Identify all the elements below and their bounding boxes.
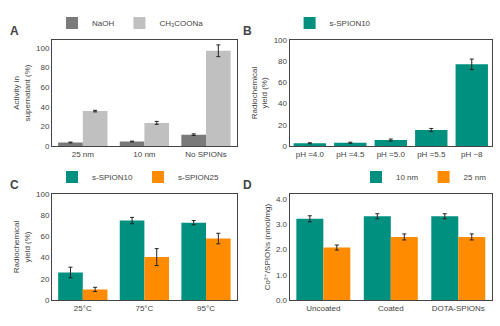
svg-text:Radiochemicalyield (%): Radiochemicalyield (%) — [12, 221, 31, 274]
svg-text:80: 80 — [40, 63, 49, 72]
svg-text:60: 60 — [40, 83, 49, 92]
svg-text:10 nm: 10 nm — [396, 173, 419, 182]
svg-text:pH =5.0: pH =5.0 — [377, 150, 406, 159]
svg-text:60: 60 — [40, 232, 49, 241]
svg-text:C: C — [10, 178, 19, 192]
svg-text:Co²⁺/SPIONs (nmol/mg): Co²⁺/SPIONs (nmol/mg) — [263, 203, 272, 290]
svg-text:10 nm: 10 nm — [133, 150, 156, 159]
svg-text:75°C: 75°C — [135, 304, 153, 313]
svg-text:Uncoated: Uncoated — [306, 304, 340, 313]
svg-text:100: 100 — [36, 190, 50, 199]
svg-text:80: 80 — [40, 211, 49, 220]
svg-text:No SPIONs: No SPIONs — [185, 150, 226, 159]
svg-text:0: 0 — [45, 142, 50, 151]
svg-text:100: 100 — [274, 36, 288, 45]
svg-text:1.0: 1.0 — [276, 271, 288, 280]
svg-text:CH₃COONa: CH₃COONa — [159, 19, 203, 28]
svg-text:20: 20 — [40, 122, 49, 131]
svg-text:3.0: 3.0 — [276, 220, 288, 229]
svg-text:Activity insupernatant (%): Activity insupernatant (%) — [12, 64, 31, 121]
svg-text:25 nm: 25 nm — [464, 173, 487, 182]
svg-text:25°C: 25°C — [74, 304, 92, 313]
svg-text:pH ~8: pH ~8 — [461, 150, 483, 159]
svg-text:20: 20 — [40, 275, 49, 284]
svg-text:s-SPION10: s-SPION10 — [92, 173, 133, 182]
svg-text:0: 0 — [283, 142, 288, 151]
svg-text:A: A — [10, 24, 19, 38]
svg-text:80: 80 — [278, 57, 287, 66]
svg-text:4.0: 4.0 — [276, 195, 288, 204]
svg-text:Radiochemicalyield (%): Radiochemicalyield (%) — [250, 67, 269, 120]
svg-text:pH =4.5: pH =4.5 — [336, 150, 365, 159]
svg-text:pH =5.5: pH =5.5 — [417, 150, 446, 159]
svg-text:pH =4.0: pH =4.0 — [296, 150, 325, 159]
svg-text:B: B — [243, 24, 252, 38]
svg-text:NaOH: NaOH — [92, 19, 114, 28]
svg-text:2.0: 2.0 — [276, 245, 288, 254]
svg-text:D: D — [243, 178, 252, 192]
svg-text:s-SPION25: s-SPION25 — [178, 173, 219, 182]
svg-text:25 nm: 25 nm — [72, 150, 95, 159]
svg-text:100: 100 — [36, 44, 50, 53]
svg-text:0.0: 0.0 — [276, 296, 288, 305]
svg-text:DOTA-SPIONs: DOTA-SPIONs — [432, 304, 485, 313]
svg-text:40: 40 — [40, 253, 49, 262]
svg-text:95°C: 95°C — [197, 304, 215, 313]
svg-text:0: 0 — [45, 296, 50, 305]
svg-text:40: 40 — [278, 99, 287, 108]
svg-text:60: 60 — [278, 78, 287, 87]
svg-text:40: 40 — [40, 102, 49, 111]
svg-text:s-SPION10: s-SPION10 — [330, 19, 371, 28]
svg-text:Coated: Coated — [378, 304, 404, 313]
svg-text:20: 20 — [278, 121, 287, 130]
